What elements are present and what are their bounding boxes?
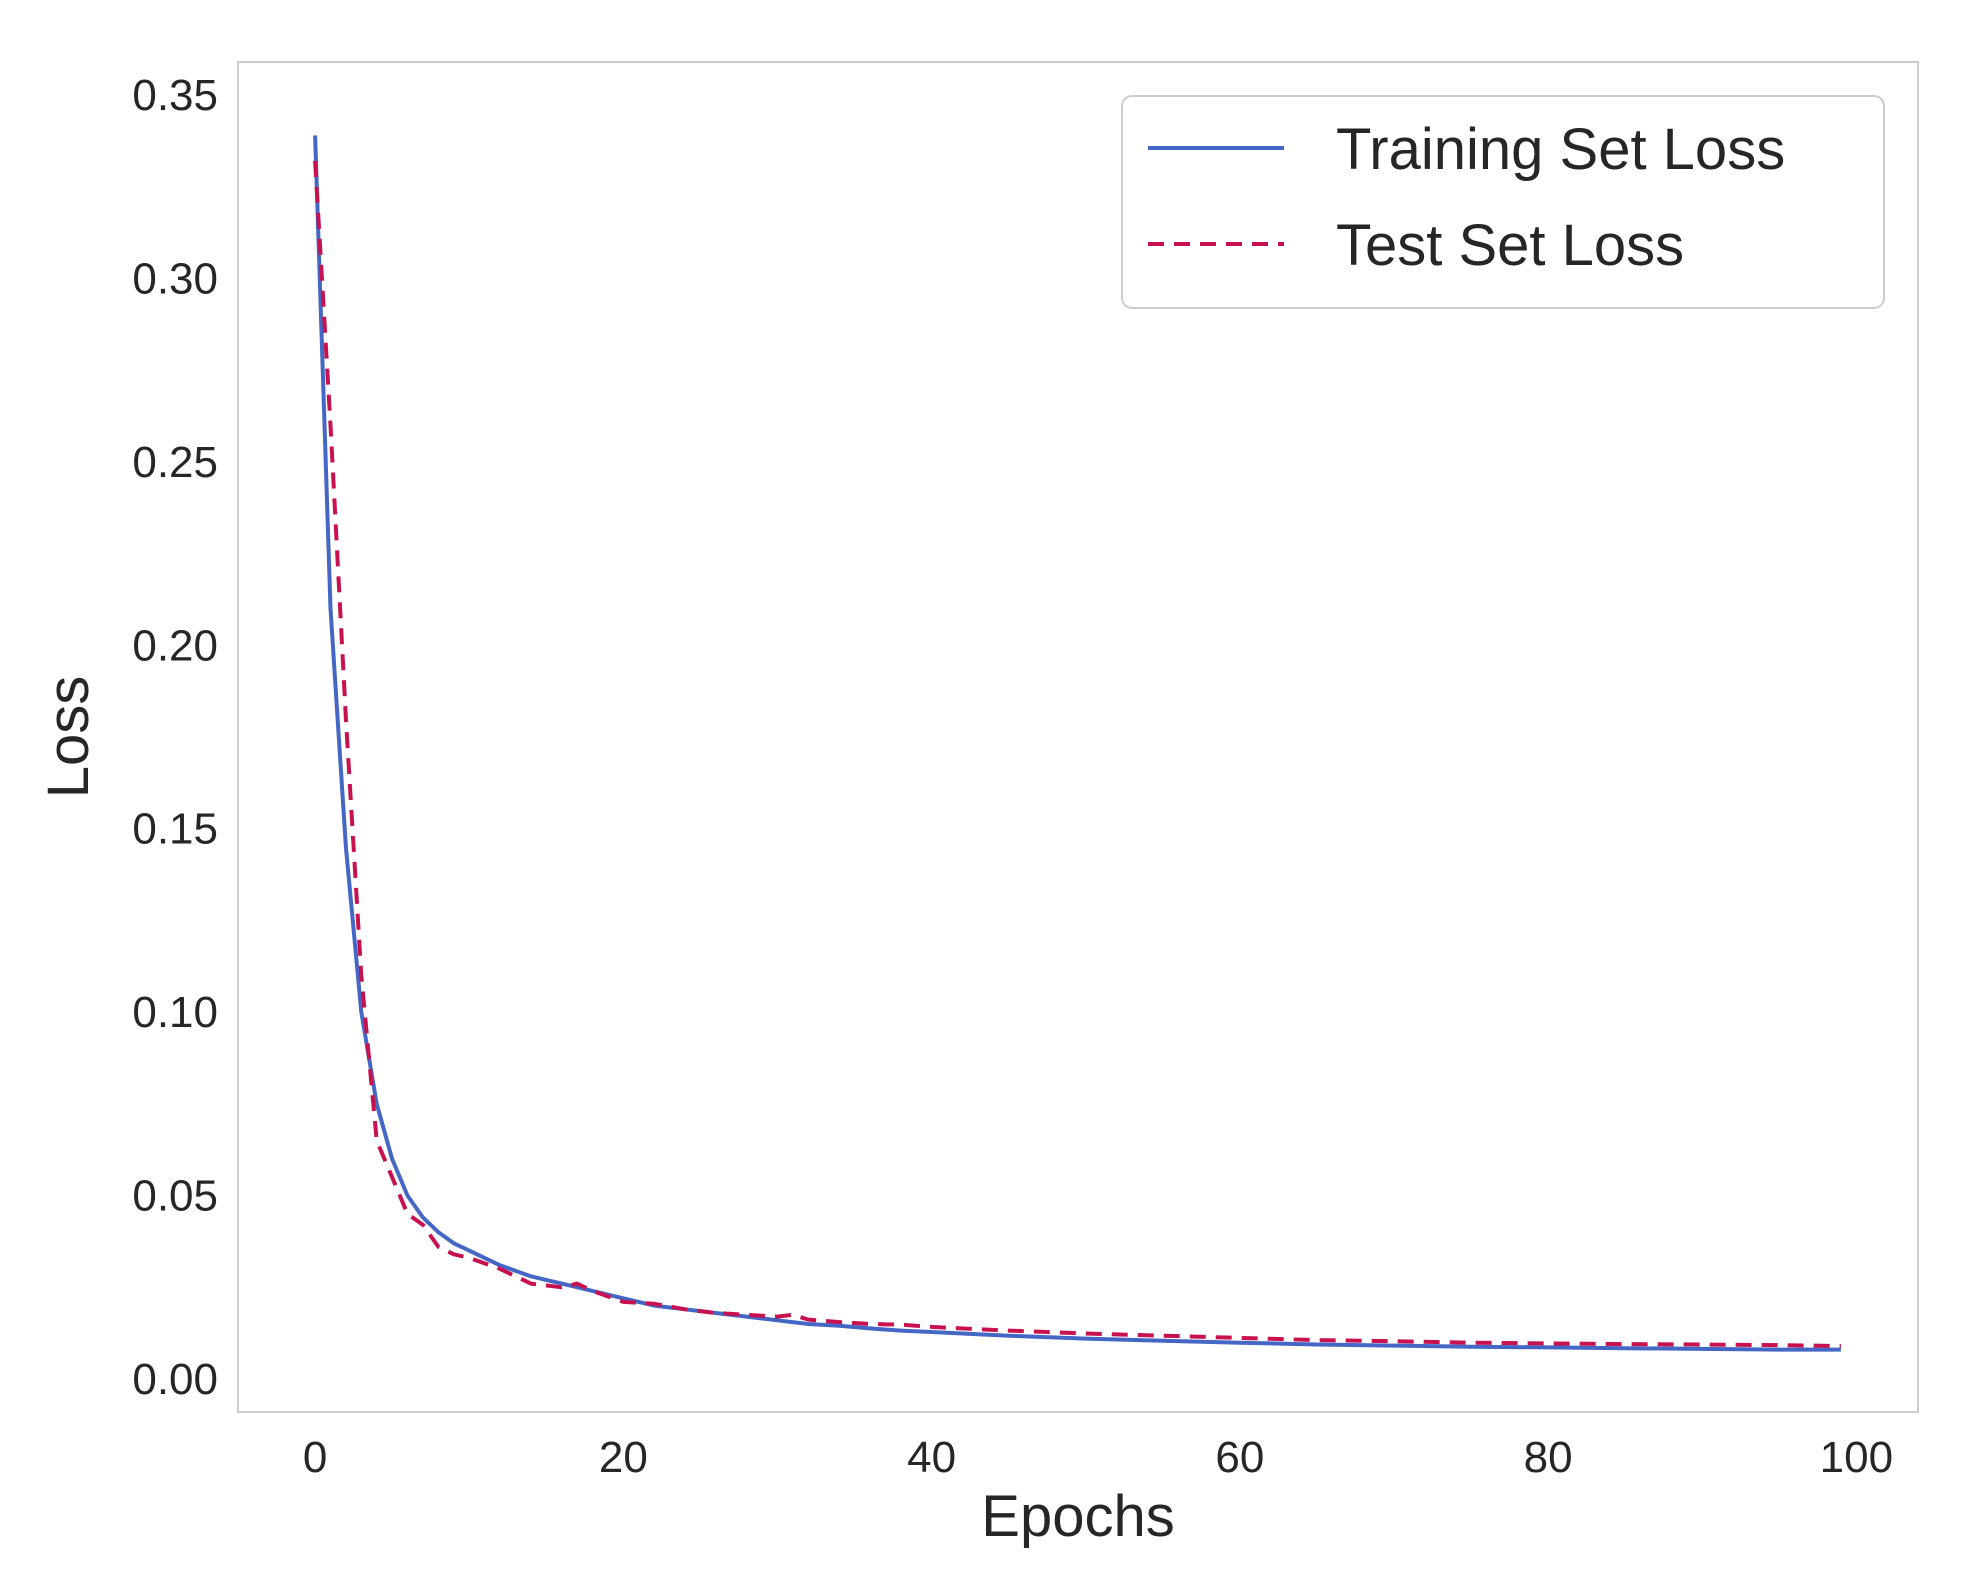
x-axis-ticks: 0 20 40 60 80 100 bbox=[303, 1433, 1893, 1482]
legend-box bbox=[1121, 95, 1885, 309]
y-axis-label: Loss bbox=[36, 676, 101, 799]
x-tick-label: 20 bbox=[599, 1433, 648, 1482]
legend-label-test-set-loss: Test Set Loss bbox=[1336, 213, 1684, 278]
legend: Training Set Loss Test Set Loss bbox=[1121, 95, 1885, 309]
y-tick-label: 0.05 bbox=[132, 1172, 218, 1221]
y-tick-label: 0.20 bbox=[132, 621, 218, 670]
legend-label-training-set-loss: Training Set Loss bbox=[1336, 117, 1785, 182]
series-layer bbox=[313, 135, 1841, 1352]
x-tick-label: 60 bbox=[1215, 1433, 1264, 1482]
y-tick-label: 0.35 bbox=[132, 71, 218, 120]
y-tick-label: 0.10 bbox=[132, 988, 218, 1037]
x-axis-label: Epochs bbox=[981, 1484, 1174, 1549]
x-tick-label: 100 bbox=[1820, 1433, 1893, 1482]
x-tick-label: 40 bbox=[907, 1433, 956, 1482]
series-line-test-set-loss bbox=[313, 160, 1841, 1348]
y-tick-label: 0.25 bbox=[132, 438, 218, 487]
x-tick-label: 80 bbox=[1524, 1433, 1573, 1482]
x-tick-label: 0 bbox=[303, 1433, 327, 1482]
y-tick-label: 0.00 bbox=[132, 1355, 218, 1404]
y-tick-label: 0.15 bbox=[132, 805, 218, 854]
y-tick-label: 0.30 bbox=[132, 254, 218, 303]
y-axis-ticks: 0.00 0.05 0.10 0.15 0.20 0.25 0.30 0.35 bbox=[132, 71, 218, 1404]
